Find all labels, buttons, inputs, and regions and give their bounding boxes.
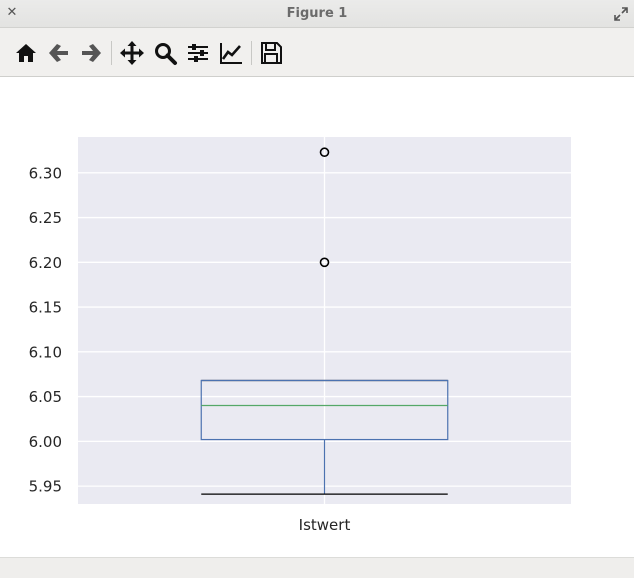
outlier-point <box>319 147 330 158</box>
y-tick-label: 5.95 <box>29 478 62 496</box>
y-tick-label: 6.20 <box>29 254 62 272</box>
save-button[interactable] <box>256 38 286 68</box>
y-axis-ticks: 5.95 6.00 6.05 6.10 6.15 6.20 6.25 6.30 <box>29 164 62 495</box>
outlier-point <box>319 257 330 268</box>
boxes <box>200 147 449 495</box>
floppy-disk-icon <box>261 42 282 64</box>
y-tick-label: 6.10 <box>29 343 62 361</box>
expand-icon <box>614 7 628 21</box>
zoom-button[interactable] <box>150 38 180 68</box>
forward-button[interactable] <box>76 38 106 68</box>
toolbar <box>0 28 634 77</box>
y-tick-label: 6.15 <box>29 299 62 317</box>
close-button[interactable]: ✕ <box>6 5 18 20</box>
y-tick-label: 6.00 <box>29 433 62 451</box>
sliders-icon <box>188 44 208 62</box>
back-button[interactable] <box>44 38 74 68</box>
window-title: Figure 1 <box>286 6 348 21</box>
y-tick-label: 6.30 <box>29 164 62 182</box>
arrow-right-icon <box>82 44 101 62</box>
toolbar-separator <box>111 41 112 65</box>
box-iqr <box>200 379 449 441</box>
y-tick-label: 6.05 <box>29 388 62 406</box>
boxplot-chart: 5.95 6.00 6.05 6.10 6.15 6.20 6.25 6.30 Istwert <box>29 137 571 534</box>
y-tick-label: 6.25 <box>29 209 62 227</box>
status-bar <box>0 557 634 578</box>
pan-button[interactable] <box>117 38 147 68</box>
magnifier-icon <box>155 43 177 65</box>
line-chart-icon <box>220 43 242 64</box>
x-axis-ticks: Istwert <box>299 516 351 534</box>
configure-subplots-button[interactable] <box>183 38 213 68</box>
figure-canvas[interactable]: 5.95 6.00 6.05 6.10 6.15 6.20 6.25 6.30 Istwert <box>0 77 634 557</box>
maximize-button[interactable] <box>614 6 628 21</box>
edit-axes-button[interactable] <box>216 38 246 68</box>
toolbar-separator <box>251 41 252 65</box>
title-bar: ✕ Figure 1 <box>0 0 634 28</box>
x-tick-label: Istwert <box>299 516 351 534</box>
move-icon <box>120 41 144 65</box>
home-button[interactable] <box>11 38 41 68</box>
home-icon <box>16 44 36 62</box>
arrow-left-icon <box>49 44 68 62</box>
